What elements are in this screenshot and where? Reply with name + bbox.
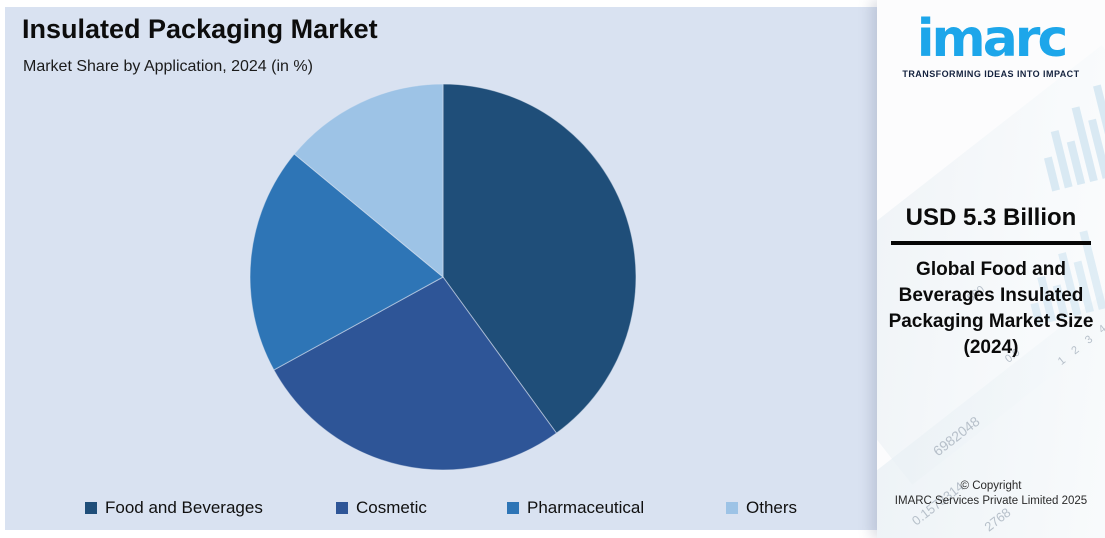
watermark-text: 6982048 xyxy=(929,412,983,460)
market-size-label: Global Food and Beverages Insulated Pack… xyxy=(888,259,1094,358)
imarc-logo: imarc TRANSFORMING IDEAS INTO IMPACT xyxy=(877,10,1105,79)
legend-marker xyxy=(85,502,97,514)
copyright-line2: IMARC Services Private Limited 2025 xyxy=(894,495,1088,507)
legend-label: Cosmetic xyxy=(356,498,427,517)
imarc-logo-tagline: TRANSFORMING IDEAS INTO IMPACT xyxy=(902,69,1080,79)
legend-item-cosmetic: Cosmetic xyxy=(336,498,427,518)
pie-slice-others xyxy=(293,83,444,279)
pie-chart xyxy=(249,83,637,471)
legend-label: Pharmaceutical xyxy=(527,498,645,517)
legend-item-food-and-beverages: Food and Beverages xyxy=(85,498,263,518)
chart-title: Insulated Packaging Market xyxy=(22,14,378,44)
chart-section: Insulated Packaging Market Market Share … xyxy=(5,7,877,530)
watermark-text: 2768 xyxy=(981,504,1014,535)
imarc-logo-text: imarc xyxy=(916,9,1069,69)
legend-marker xyxy=(507,502,519,514)
market-size-value: USD 5.3 Billion xyxy=(905,204,1077,231)
chart-subtitle: Market Share by Application, 2024 (in %) xyxy=(23,58,313,75)
panel-decoration-bars xyxy=(1030,84,1105,192)
pie-chart-container xyxy=(243,77,643,477)
brand-panel: 6982048 0.1578314 2768 0.0 500 1 2 3 4 i… xyxy=(877,0,1105,538)
pie-slice-pharmaceutical xyxy=(249,153,444,371)
legend-label: Food and Beverages xyxy=(105,498,263,517)
copyright: © Copyright IMARC Services Private Limit… xyxy=(877,479,1105,509)
legend-item-pharmaceutical: Pharmaceutical xyxy=(507,498,644,518)
legend-marker xyxy=(726,502,738,514)
pie-slice-cosmetic xyxy=(273,276,558,471)
legend-marker xyxy=(336,502,348,514)
divider xyxy=(891,241,1091,245)
legend-label: Others xyxy=(746,498,798,517)
legend-item-others: Others xyxy=(726,498,797,518)
pie-slice-food-and-beverages xyxy=(442,83,637,434)
copyright-line1: © Copyright xyxy=(960,480,1022,492)
